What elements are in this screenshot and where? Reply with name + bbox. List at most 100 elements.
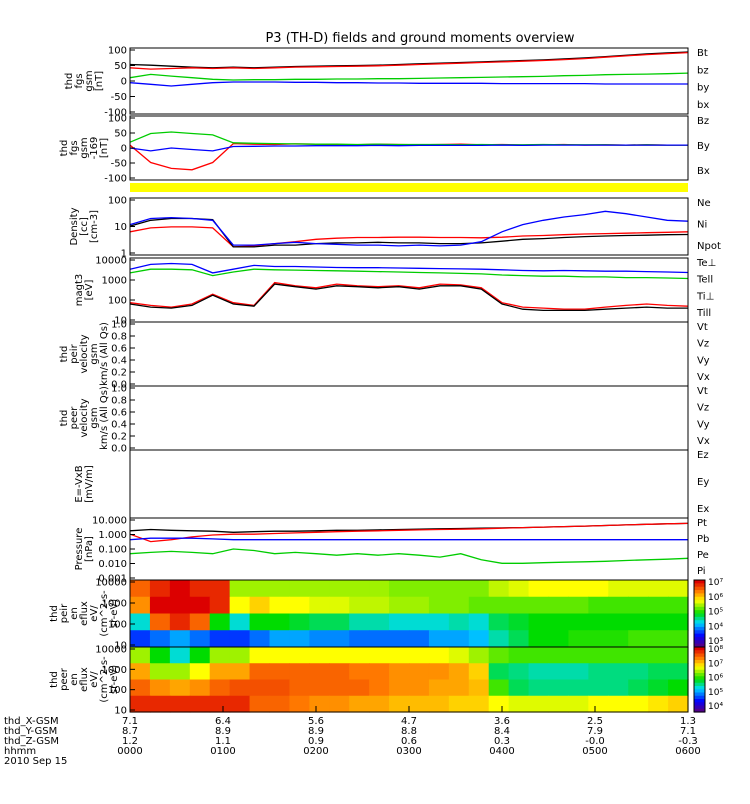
series-line-By bbox=[129, 131, 688, 146]
legend-entry: Bx bbox=[697, 166, 710, 177]
y-axis-label: thd bbox=[59, 346, 70, 363]
spectrogram-cell bbox=[309, 630, 330, 648]
legend-entry: by bbox=[697, 83, 709, 94]
spectrogram-cell bbox=[548, 613, 570, 631]
y-axis-label: eV/ bbox=[89, 605, 100, 622]
legend-entry: Pi bbox=[697, 566, 706, 577]
spectrogram-cell bbox=[409, 663, 430, 681]
legend-entry: Ey bbox=[697, 477, 709, 488]
y-axis-label: km/s (All Qs) bbox=[99, 322, 110, 386]
spectrogram-cell bbox=[668, 695, 689, 713]
plot-title: P3 (TH-D) fields and ground moments over… bbox=[265, 31, 574, 46]
colorbar-segment bbox=[694, 679, 705, 684]
panel-9: 10⁷ 10⁶ 10⁵ 10⁴ 10³ 10000 1000 100 10 thd peir en ef… bbox=[49, 578, 723, 652]
y-axis-label: thd bbox=[59, 410, 70, 427]
panel-7: Ez Ey Ex E=-VxB [mV/m] bbox=[74, 449, 709, 519]
spectrogram-cell bbox=[209, 679, 231, 697]
y-tick-label: 10000 bbox=[95, 645, 127, 656]
x-tick-label: 6.4 bbox=[215, 716, 231, 727]
x-tick-label: 0600 bbox=[675, 746, 700, 757]
legend-entry: Te⊥ bbox=[696, 258, 716, 269]
spectrogram-cell bbox=[169, 663, 191, 681]
y-tick-label: 100 bbox=[108, 685, 127, 696]
spectrogram-cell bbox=[149, 580, 171, 598]
y-tick-label: -100 bbox=[104, 108, 127, 119]
spectrogram-cell bbox=[409, 613, 430, 631]
colorbar-frame bbox=[693, 646, 706, 713]
colorbar-segment bbox=[694, 596, 705, 601]
spectrogram-cell bbox=[409, 679, 430, 697]
colorbar-segment bbox=[694, 623, 705, 628]
colorbar-tick-label: 10⁴ bbox=[708, 622, 723, 632]
spectrogram-cell bbox=[548, 695, 570, 713]
spectrogram-cell bbox=[588, 647, 609, 664]
x-tick-label: 8.4 bbox=[494, 726, 510, 737]
spectrogram-cell bbox=[369, 647, 390, 664]
series-line-Te⊥ bbox=[129, 281, 689, 310]
spectrogram-cell bbox=[468, 630, 490, 648]
spectrogram-cell bbox=[130, 596, 151, 615]
spectrogram-cell bbox=[189, 695, 211, 713]
spectrogram-cell bbox=[628, 580, 649, 598]
spectrogram-cell bbox=[229, 679, 251, 697]
legend-entry: Ni bbox=[697, 220, 707, 231]
spectrogram-cell bbox=[289, 647, 310, 664]
spectrogram-cell bbox=[329, 613, 350, 631]
legend-entry: Till bbox=[696, 308, 711, 319]
colorbar-segment bbox=[694, 600, 705, 605]
panel-3: Ne Ni Npot 100 10 1 Density [cc] [cm-3] bbox=[69, 196, 721, 260]
spectrogram-cell bbox=[309, 596, 330, 615]
colorbar-segment bbox=[694, 603, 705, 608]
spectrogram-cell bbox=[329, 596, 350, 615]
x-tick-label: 3.6 bbox=[494, 716, 510, 727]
spectrogram-cell bbox=[608, 596, 629, 615]
colorbar-tick-label: 10⁷ bbox=[708, 578, 723, 588]
spectrogram-cell bbox=[130, 613, 151, 631]
spectrogram-cell bbox=[409, 647, 430, 664]
colorbar-segment bbox=[694, 666, 705, 671]
spectrogram-cell bbox=[189, 647, 211, 664]
spectrogram-cell bbox=[369, 630, 390, 648]
spectrogram-cell bbox=[409, 630, 430, 648]
spectrogram-cell bbox=[468, 580, 490, 598]
y-axis-label: peer bbox=[59, 667, 70, 691]
spectrogram-cell bbox=[249, 580, 271, 598]
y-tick-label: 50 bbox=[114, 61, 127, 72]
spectrogram-cell bbox=[169, 596, 191, 615]
spectrogram-cell bbox=[488, 663, 510, 681]
colorbar-segment bbox=[694, 616, 705, 621]
spectrogram-cell bbox=[648, 647, 669, 664]
colorbar-segment bbox=[694, 686, 705, 690]
spectrogram-cell bbox=[668, 647, 689, 664]
spectrogram-cell bbox=[369, 695, 390, 713]
colorbar-segment bbox=[694, 580, 705, 584]
spectrogram-cell bbox=[488, 695, 510, 713]
y-tick-label: 0.8 bbox=[111, 396, 127, 407]
spectrogram-cell bbox=[628, 613, 649, 631]
legend-entry: Vy bbox=[697, 355, 710, 366]
spectrogram-cell bbox=[189, 679, 211, 697]
legend-entry: Bt bbox=[697, 48, 708, 59]
spectrogram-cell bbox=[149, 695, 171, 713]
spectrogram-cell bbox=[588, 663, 609, 681]
spectrogram-cell bbox=[448, 679, 470, 697]
spectrogram-cell bbox=[289, 630, 310, 648]
spectrogram-cell bbox=[428, 663, 450, 681]
panel-6: Vt Vz Vy Vx 1.00.80.60.40.20.0 thd peer velocit… bbox=[59, 384, 710, 455]
colorbar-segment bbox=[694, 650, 705, 655]
y-tick-label: 0.6 bbox=[111, 408, 127, 419]
spectrogram-cell bbox=[229, 596, 251, 615]
legend-entry: bz bbox=[697, 65, 709, 76]
x-tick-label: 8.8 bbox=[401, 726, 417, 737]
spectrogram-cell bbox=[568, 630, 589, 648]
colorbar-tick-label: 10⁶ bbox=[708, 674, 723, 684]
spectrogram-cell bbox=[309, 613, 330, 631]
spectrogram-cell bbox=[528, 679, 550, 697]
y-axis-label: [nT] bbox=[99, 138, 110, 158]
legend-entry: Vx bbox=[697, 436, 710, 447]
x-axis-row-label: thd_Z-GSM bbox=[4, 736, 59, 747]
x-tick-label: 1.2 bbox=[122, 736, 138, 747]
spectrogram-cell bbox=[389, 580, 410, 598]
y-axis-label: eflux bbox=[79, 601, 90, 626]
x-tick-label: 0200 bbox=[303, 746, 328, 757]
